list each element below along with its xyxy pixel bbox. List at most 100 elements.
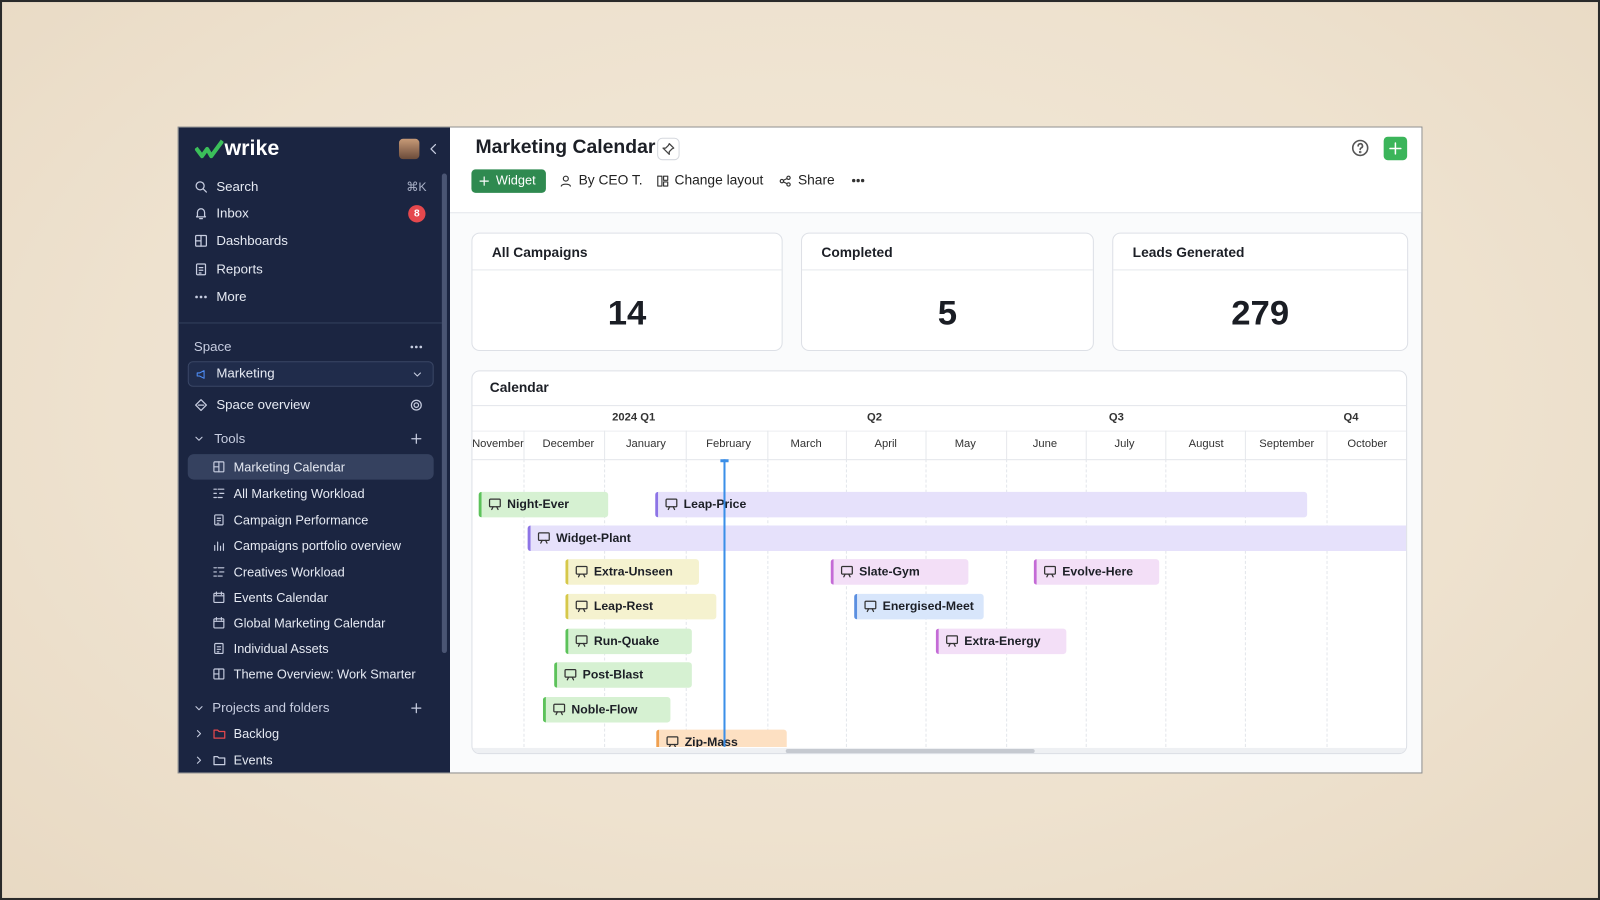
- calendar-body: Night-Ever Leap-Price Widget-Plant Extra-Un…: [472, 459, 1407, 747]
- task-bar[interactable]: Extra-Unseen: [565, 559, 699, 585]
- stat-label: All Campaigns: [491, 244, 588, 261]
- icon: [409, 701, 423, 715]
- icon-part: [195, 181, 205, 191]
- task-bar[interactable]: Zip-Mass: [656, 729, 787, 747]
- icon-part: [410, 345, 423, 349]
- action[interactable]: Share: [797, 172, 835, 188]
- icon-part: [411, 433, 422, 444]
- month-label: July: [1114, 437, 1135, 450]
- icon-part: [479, 176, 489, 186]
- icon-part: [948, 642, 956, 647]
- grid-line: [1006, 459, 1008, 747]
- icon: [194, 290, 208, 304]
- icon-part: [199, 295, 203, 299]
- quarter-label: Q3: [1108, 411, 1124, 424]
- logo-mark: [194, 139, 224, 159]
- task-name[interactable]: Slate-Gym: [859, 564, 920, 579]
- task-bar[interactable]: Slate-Gym: [830, 559, 969, 585]
- tool-item[interactable]: Global Marketing Calendar: [233, 616, 386, 631]
- icon-part: [214, 514, 224, 526]
- nav-item[interactable]: More: [216, 288, 247, 305]
- icon-part: [195, 208, 207, 218]
- tool-item[interactable]: Individual Assets: [233, 641, 329, 657]
- icon-part: [430, 143, 437, 155]
- icon-part: [214, 642, 224, 655]
- nav-item[interactable]: Search: [216, 178, 259, 194]
- task-name[interactable]: Extra-Unseen: [593, 564, 673, 579]
- icon-part: [213, 616, 225, 629]
- action[interactable]: Widget: [495, 173, 536, 188]
- icon-part: [214, 541, 225, 551]
- scrollbar: [441, 173, 447, 654]
- icon-part: [786, 175, 791, 181]
- task-bar[interactable]: Leap-Price: [655, 491, 1308, 518]
- tool-item[interactable]: Theme Overview: Work Smarter: [233, 667, 416, 682]
- task-name[interactable]: Run-Quake: [593, 633, 660, 648]
- icon-part: [566, 676, 575, 681]
- month-divider: [523, 430, 525, 460]
- icon: [409, 340, 423, 354]
- month-label: February: [706, 437, 752, 450]
- icon-part: [411, 433, 422, 444]
- space-overview[interactable]: Space overview: [216, 396, 310, 413]
- task-bar[interactable]: Widget-Plant: [527, 525, 1407, 552]
- tool-item[interactable]: Events Calendar: [233, 590, 328, 606]
- task-bar[interactable]: Post-Blast: [554, 662, 692, 688]
- icon-part: [214, 642, 224, 655]
- nav-item[interactable]: Dashboards: [216, 232, 288, 248]
- task-bar[interactable]: Extra-Energy: [935, 628, 1067, 655]
- task-name[interactable]: Widget-Plant: [556, 530, 631, 545]
- pin-button[interactable]: [657, 137, 680, 161]
- icon-part: [411, 703, 422, 714]
- icon-part: [419, 345, 423, 349]
- folder-item[interactable]: Backlog: [233, 726, 280, 741]
- task-name[interactable]: Energised-Meet: [882, 598, 974, 614]
- scroll-thumb[interactable]: [785, 748, 1035, 754]
- icon-part: [786, 182, 791, 187]
- widget-button[interactable]: [471, 169, 546, 193]
- icon-part: [555, 711, 563, 716]
- task-bar[interactable]: Night-Ever: [478, 491, 609, 518]
- icon: [212, 539, 225, 552]
- icon: [212, 616, 225, 629]
- task-bar[interactable]: Leap-Rest: [565, 593, 717, 620]
- icon-part: [663, 175, 669, 181]
- tool-item[interactable]: Campaign Performance: [233, 513, 369, 528]
- task-name[interactable]: Evolve-Here: [1062, 564, 1134, 579]
- icon-part: [575, 635, 588, 645]
- task-name[interactable]: Night-Ever: [507, 496, 570, 512]
- nav-item[interactable]: Reports: [216, 261, 263, 277]
- icon-part: [840, 565, 853, 575]
- icon-part: [488, 498, 501, 508]
- task-name[interactable]: Leap-Rest: [593, 598, 654, 614]
- tool-item[interactable]: Campaigns portfolio overview: [233, 538, 401, 554]
- icon-part: [840, 565, 853, 578]
- task-bar[interactable]: Run-Quake: [565, 628, 692, 655]
- task-name[interactable]: Extra-Energy: [964, 633, 1041, 648]
- task-name[interactable]: Zip-Mass: [684, 734, 738, 747]
- action[interactable]: By CEO T.: [578, 172, 643, 188]
- task-bar[interactable]: Energised-Meet: [854, 593, 984, 620]
- folder-item[interactable]: Events: [233, 753, 273, 768]
- action[interactable]: Change layout: [674, 172, 764, 188]
- icon: [409, 432, 423, 446]
- icon-part: [213, 591, 225, 604]
- space-select[interactable]: [187, 361, 434, 387]
- icon: [194, 398, 208, 412]
- month-divider: [845, 430, 847, 460]
- tool-item[interactable]: All Marketing Workload: [233, 486, 365, 502]
- tool-item[interactable]: Creatives Workload: [233, 565, 345, 580]
- task-bar[interactable]: Evolve-Here: [1033, 559, 1160, 585]
- nav-item[interactable]: Inbox: [216, 205, 249, 221]
- icon-part: [864, 600, 877, 613]
- task-name[interactable]: Leap-Price: [683, 496, 747, 512]
- task-name[interactable]: Noble-Flow: [571, 702, 638, 717]
- icon-part: [413, 372, 421, 377]
- icon-part: [666, 736, 679, 747]
- task-name[interactable]: Post-Blast: [582, 667, 644, 682]
- icon: [478, 174, 491, 187]
- icon: [212, 667, 225, 680]
- space-name[interactable]: Marketing: [216, 365, 275, 381]
- tool-item[interactable]: Marketing Calendar: [233, 460, 345, 475]
- task-bar[interactable]: Noble-Flow: [542, 696, 671, 723]
